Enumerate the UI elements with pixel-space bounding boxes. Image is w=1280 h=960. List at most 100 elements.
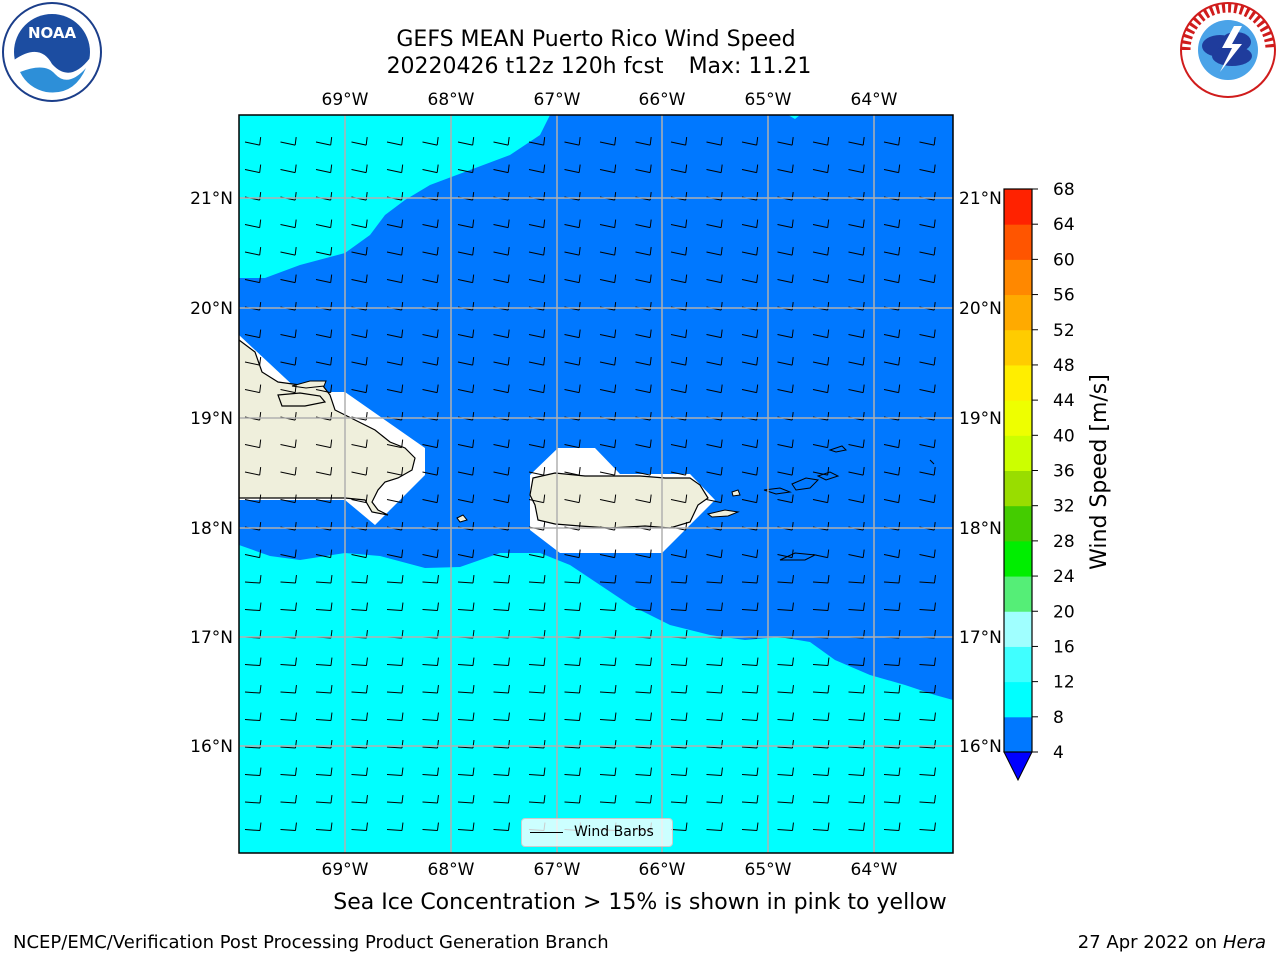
wind-barb bbox=[919, 329, 936, 339]
wind-barb-flag bbox=[720, 684, 723, 694]
wind-barb bbox=[848, 684, 865, 694]
wind-barb-flag bbox=[685, 412, 688, 421]
wind-barb-flag bbox=[720, 494, 723, 503]
wind-barb bbox=[528, 712, 546, 722]
wind-barb-flag bbox=[578, 274, 581, 283]
wind-barb-shaft bbox=[315, 361, 331, 366]
wind-barb-flag bbox=[898, 357, 901, 366]
wind-barb-flag bbox=[791, 164, 794, 173]
wind-barb-flag bbox=[720, 192, 723, 201]
wind-barb-shaft bbox=[599, 691, 615, 694]
wind-barb bbox=[883, 164, 901, 174]
wind-barb-shaft bbox=[564, 581, 580, 584]
wind-barb-shaft bbox=[315, 774, 331, 777]
wind-barb-flag bbox=[685, 439, 688, 448]
wind-barb-flag bbox=[933, 657, 936, 666]
wind-barb bbox=[635, 164, 652, 174]
wind-barb-flag bbox=[685, 549, 688, 558]
wind-barb-shaft bbox=[777, 829, 793, 832]
wind-barb-shaft bbox=[280, 444, 296, 449]
wind-barb-flag bbox=[401, 767, 404, 776]
wind-barb-shaft bbox=[670, 141, 686, 146]
wind-barb-flag bbox=[578, 412, 581, 421]
wind-barb-shaft bbox=[528, 361, 544, 366]
puerto-rico-land bbox=[529, 472, 709, 529]
wind-barb bbox=[457, 467, 475, 476]
wind-barb bbox=[883, 602, 901, 612]
wind-barb bbox=[670, 794, 688, 804]
map-gridlines bbox=[239, 115, 953, 853]
wind-barb bbox=[564, 684, 581, 694]
wind-barb-flag bbox=[649, 274, 652, 283]
wind-barb-flag bbox=[507, 574, 510, 584]
wind-barb-shaft bbox=[777, 609, 793, 612]
colorbar-segment bbox=[1004, 716, 1032, 753]
wind-barb bbox=[812, 794, 830, 804]
colorbar-segment bbox=[1004, 294, 1032, 331]
wind-barb-shaft bbox=[422, 774, 438, 777]
wind-barb-shaft bbox=[706, 664, 722, 667]
wind-barb-flag bbox=[578, 767, 581, 776]
wind-barb-shaft bbox=[741, 829, 757, 832]
wind-barb bbox=[457, 164, 475, 174]
wind-barb-shaft bbox=[564, 719, 580, 722]
wind-barb-flag bbox=[898, 247, 901, 256]
wind-barb-shaft bbox=[244, 581, 260, 584]
wind-barb-flag bbox=[862, 574, 865, 584]
wind-barb bbox=[493, 219, 510, 229]
wind-barb-shaft bbox=[457, 471, 473, 476]
wind-barb-flag bbox=[365, 384, 368, 393]
wind-barb bbox=[351, 822, 368, 832]
colorbar-segment bbox=[1004, 189, 1032, 225]
wind-barb-shaft bbox=[599, 554, 615, 559]
wind-barb bbox=[280, 164, 297, 174]
wind-barb bbox=[848, 357, 865, 366]
wind-barb-shaft bbox=[564, 334, 580, 339]
wind-barb-shaft bbox=[670, 499, 686, 504]
wind-barb bbox=[244, 712, 262, 722]
culebra-island bbox=[731, 489, 741, 497]
wind-barb-flag bbox=[614, 164, 617, 173]
wind-barb-flag bbox=[472, 712, 475, 721]
wind-barb bbox=[777, 357, 794, 366]
wind-barb bbox=[777, 574, 794, 584]
wind-barb-shaft bbox=[386, 554, 402, 559]
wind-barb-shaft bbox=[812, 444, 828, 449]
wind-barb-flag bbox=[756, 657, 759, 666]
wind-barb-flag bbox=[862, 712, 865, 721]
wind-barb-shaft bbox=[848, 471, 864, 476]
wind-barb bbox=[670, 822, 688, 832]
wind-barb-flag bbox=[827, 357, 830, 366]
wind-barb bbox=[670, 274, 688, 284]
wind-barb-flag bbox=[791, 574, 794, 584]
wind-barb bbox=[315, 384, 333, 394]
wind-barb-flag bbox=[933, 574, 936, 584]
wind-barb bbox=[280, 767, 297, 777]
wind-barb-flag bbox=[578, 247, 581, 256]
wind-barb bbox=[777, 137, 794, 146]
colorbar-tick-label: 60 bbox=[1053, 250, 1075, 270]
wind-barb-shaft bbox=[351, 691, 367, 694]
wind-barb-shaft bbox=[777, 746, 793, 749]
wind-barb-flag bbox=[827, 494, 830, 503]
wind-barb-shaft bbox=[919, 801, 935, 804]
wind-barb-flag bbox=[898, 684, 901, 694]
wind-barb-shaft bbox=[812, 141, 828, 146]
wind-barb bbox=[848, 247, 865, 256]
wind-barb-shaft bbox=[919, 444, 935, 449]
wind-barb-flag bbox=[649, 219, 652, 228]
wind-barb-flag bbox=[543, 219, 546, 228]
wind-barb-flag bbox=[472, 494, 475, 503]
wind-barb-flag bbox=[791, 684, 794, 694]
wind-barb bbox=[280, 467, 297, 476]
wind-barb-shaft bbox=[493, 141, 509, 146]
wind-barb bbox=[919, 247, 936, 256]
wind-barb-flag bbox=[685, 522, 688, 531]
wind-barb bbox=[670, 712, 688, 722]
wind-barb-shaft bbox=[386, 334, 402, 339]
wind-barb bbox=[493, 712, 510, 722]
wind-barb bbox=[848, 657, 865, 667]
wind-barb-flag bbox=[720, 357, 723, 366]
wind-barb-shaft bbox=[706, 609, 722, 612]
wind-barb bbox=[315, 329, 333, 339]
